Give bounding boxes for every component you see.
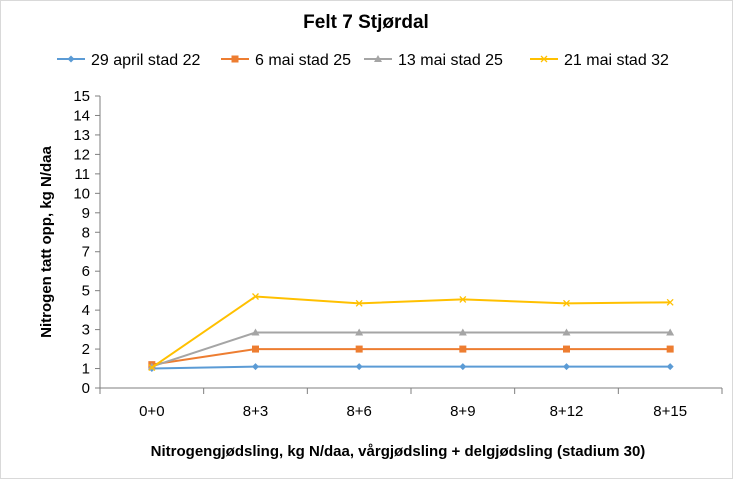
series-3 xyxy=(147,328,675,370)
data-point xyxy=(355,328,364,336)
x-tick-label: 8+15 xyxy=(653,403,687,420)
data-point xyxy=(252,293,259,300)
chart-title: Felt 7 Stjørdal xyxy=(303,12,429,33)
data-point xyxy=(459,295,467,303)
y-tick-label: 13 xyxy=(73,127,90,144)
data-point xyxy=(666,345,674,353)
y-tick-label: 8 xyxy=(82,224,90,241)
y-tick-label: 7 xyxy=(82,244,90,261)
legend-label: 6 mai stad 25 xyxy=(255,52,351,69)
data-point xyxy=(355,299,363,307)
legend-item: 29 april stad 22 xyxy=(57,52,201,69)
data-point xyxy=(666,363,674,371)
plot-area xyxy=(147,293,675,373)
data-point xyxy=(148,364,156,372)
legend-marker xyxy=(67,55,75,63)
data-point xyxy=(562,328,571,336)
legend-label: 29 april stad 22 xyxy=(91,52,201,69)
data-point xyxy=(666,328,675,336)
x-axis-title: Nitrogengjødsling, kg N/daa, vårgjødslin… xyxy=(151,443,646,460)
series-1 xyxy=(148,363,674,373)
data-point xyxy=(147,362,156,370)
legend-marker xyxy=(374,55,382,62)
y-tick-label: 4 xyxy=(82,302,90,319)
data-point xyxy=(563,299,570,307)
x-axis: 0+0 8+3 8+6 8+9 8+12 8+15 xyxy=(99,387,723,420)
legend-label: 21 mai stad 32 xyxy=(564,52,669,69)
data-point xyxy=(666,298,674,306)
legend-label: 13 mai stad 25 xyxy=(398,52,503,69)
series-4 xyxy=(148,293,674,372)
x-tick-label: 8+6 xyxy=(346,403,371,420)
y-tick-label: 5 xyxy=(82,283,90,300)
y-tick-label: 9 xyxy=(82,205,90,222)
legend-marker xyxy=(540,55,548,63)
series-line xyxy=(151,331,671,368)
y-tick-label: 14 xyxy=(73,107,90,124)
legend-marker xyxy=(231,55,239,63)
data-point xyxy=(355,345,363,353)
y-tick-label: 15 xyxy=(73,88,90,105)
x-tick-label: 0+0 xyxy=(139,403,164,420)
y-tick-label: 3 xyxy=(82,322,90,339)
data-point xyxy=(459,363,467,371)
y-tick-label: 1 xyxy=(82,361,90,378)
y-tick-label: 0 xyxy=(82,380,90,397)
y-tick-label: 10 xyxy=(73,185,90,202)
legend: 29 april stad 22 6 mai stad 25 13 mai stad… xyxy=(57,52,669,69)
series-line xyxy=(151,365,671,370)
legend-item: 6 mai stad 25 xyxy=(221,52,351,69)
data-point xyxy=(563,363,570,371)
data-point xyxy=(458,328,467,336)
x-tick-label: 8+12 xyxy=(550,403,584,420)
x-tick-label: 8+9 xyxy=(450,403,475,420)
y-tick-label: 11 xyxy=(74,166,90,183)
data-point xyxy=(355,363,363,371)
data-point xyxy=(251,328,260,336)
legend-item: 13 mai stad 25 xyxy=(364,52,503,69)
legend-item: 21 mai stad 32 xyxy=(530,52,669,69)
data-point xyxy=(459,345,467,353)
data-point xyxy=(563,345,570,353)
series-line xyxy=(151,295,671,369)
y-tick-label: 6 xyxy=(82,263,90,280)
y-axis-title: Nitrogen tatt opp, kg N/daa xyxy=(38,146,55,338)
data-point xyxy=(252,363,259,371)
series-line xyxy=(151,348,671,366)
x-tick-label: 8+3 xyxy=(243,403,268,420)
series-2 xyxy=(148,345,674,369)
data-point xyxy=(252,345,259,353)
y-tick-label: 12 xyxy=(73,146,90,163)
y-tick-label: 2 xyxy=(82,341,90,358)
